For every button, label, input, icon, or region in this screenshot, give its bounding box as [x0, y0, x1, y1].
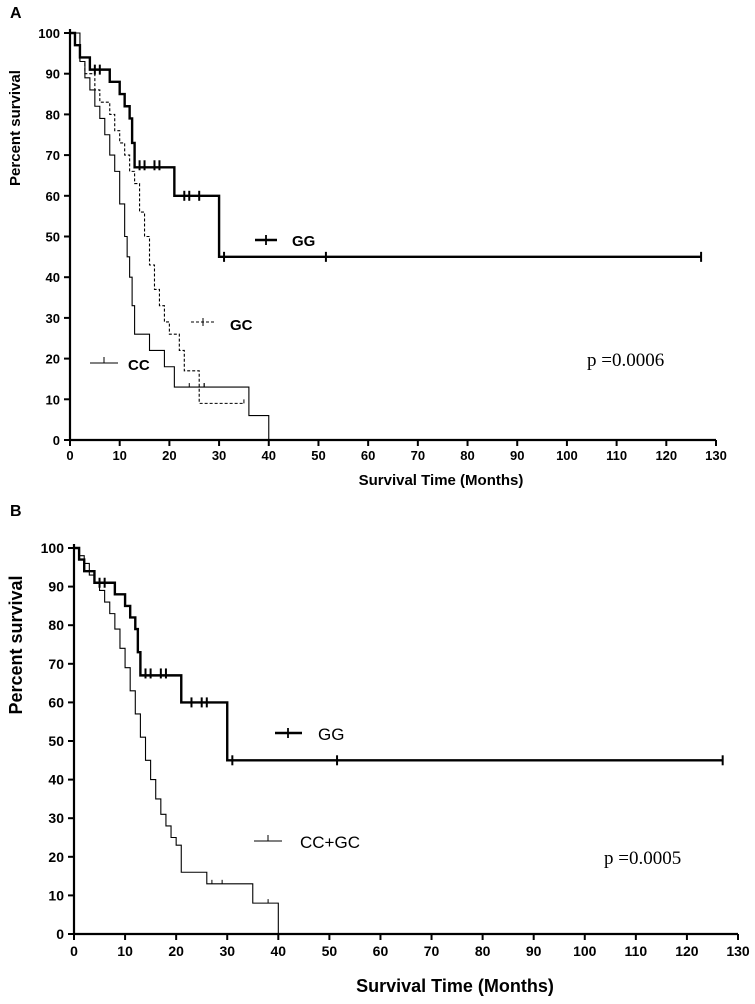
x-tick-label: 20: [168, 943, 184, 959]
series-line-gg: [70, 31, 702, 259]
x-tick-label: 60: [373, 943, 389, 959]
y-tick-label: 0: [53, 433, 60, 448]
y-tick-label: 90: [46, 67, 60, 82]
y-tick-label: 20: [46, 352, 60, 367]
series-line-cc-gc: [74, 547, 279, 934]
x-tick-label: 130: [705, 448, 727, 463]
y-tick-label: 20: [48, 849, 64, 865]
y-axis-title-a: Percent survival: [7, 70, 24, 186]
legend-a: GG GC CC: [90, 233, 315, 374]
x-axis-title-b: Survival Time (Months): [356, 976, 554, 996]
x-tick-label: 30: [219, 943, 235, 959]
x-tick-label: 80: [475, 943, 491, 959]
y-tick-label: 90: [48, 579, 64, 595]
legend-label-gg: GG: [292, 233, 315, 250]
x-tick-label: 40: [271, 943, 287, 959]
y-tick-label: 80: [46, 107, 60, 122]
x-tick-label: 70: [411, 448, 425, 463]
x-axis-title-a: Survival Time (Months): [359, 472, 524, 489]
x-tick-label: 70: [424, 943, 440, 959]
legend-label-cc: CC: [128, 357, 150, 374]
x-tick-label: 60: [361, 448, 375, 463]
legend-label-gc: GC: [230, 317, 253, 334]
x-tick-label: 100: [556, 448, 578, 463]
y-tick-label: 70: [46, 148, 60, 163]
y-tick-label: 40: [46, 270, 60, 285]
legend-item-gg: GG: [275, 725, 344, 744]
x-tick-label: 90: [510, 448, 524, 463]
x-tick-label: 100: [573, 943, 597, 959]
panel-label-a: A: [10, 5, 22, 22]
y-tick-label: 60: [46, 189, 60, 204]
x-tick-label: 50: [311, 448, 325, 463]
x-tick-label: 80: [460, 448, 474, 463]
ticks-b: 0 10 20 30 40 50 60 70 80 90 100 110 120 130 0 10 20 30 40…: [41, 540, 750, 959]
legend-b: GG CC+GC: [254, 725, 360, 852]
legend-label-cc-gc: CC+GC: [300, 833, 360, 852]
series-line-cc: [70, 32, 270, 440]
y-tick-label: 30: [48, 810, 64, 826]
x-tick-label: 90: [526, 943, 542, 959]
y-axis-title-b: Percent survival: [6, 575, 26, 714]
panel-label-b: B: [10, 503, 22, 520]
x-tick-label: 0: [66, 448, 73, 463]
y-tick-label: 10: [48, 887, 64, 903]
y-tick-label: 80: [48, 617, 64, 633]
legend-item-gg: GG: [255, 233, 315, 250]
y-tick-label: 100: [41, 540, 65, 556]
legend-item-cc-gc: CC+GC: [254, 833, 360, 852]
x-tick-label: 50: [322, 943, 338, 959]
x-tick-label: 10: [117, 943, 133, 959]
x-tick-label: 120: [675, 943, 699, 959]
y-tick-label: 100: [38, 26, 60, 41]
y-tick-label: 50: [48, 733, 64, 749]
y-tick-label: 70: [48, 656, 64, 672]
ticks-a: 0 10 20 30 40 50 60 70 80 90 100 110 120 130 0 10 20 30 40…: [38, 26, 727, 463]
x-tick-label: 0: [70, 943, 78, 959]
x-tick-label: 110: [606, 448, 627, 463]
panel-a: A Percent survival Survival Time (Months…: [7, 5, 727, 489]
y-tick-label: 50: [46, 230, 60, 245]
series-line-gc: [70, 32, 244, 404]
x-tick-label: 10: [112, 448, 126, 463]
p-value-a: p =0.0006: [587, 350, 664, 371]
p-value-b: p =0.0005: [604, 848, 681, 869]
legend-label-gg: GG: [318, 725, 344, 744]
y-tick-label: 40: [48, 772, 64, 788]
axes-a: [68, 29, 716, 442]
legend-item-gc: GC: [191, 317, 253, 334]
axes-b: [72, 544, 738, 936]
x-tick-label: 40: [262, 448, 276, 463]
x-tick-label: 20: [162, 448, 176, 463]
y-tick-label: 60: [48, 694, 64, 710]
x-tick-label: 110: [625, 943, 648, 959]
y-tick-label: 10: [46, 392, 60, 407]
x-tick-label: 30: [212, 448, 226, 463]
y-tick-label: 0: [56, 926, 64, 942]
series-b: [74, 546, 724, 934]
series-a: [70, 31, 703, 440]
y-tick-label: 30: [46, 311, 60, 326]
panel-b: B Percent survival Survival Time (Months…: [6, 503, 750, 996]
legend-item-cc: CC: [90, 357, 150, 374]
x-tick-label: 130: [726, 943, 750, 959]
series-line-gg: [74, 546, 723, 762]
x-tick-label: 120: [655, 448, 677, 463]
